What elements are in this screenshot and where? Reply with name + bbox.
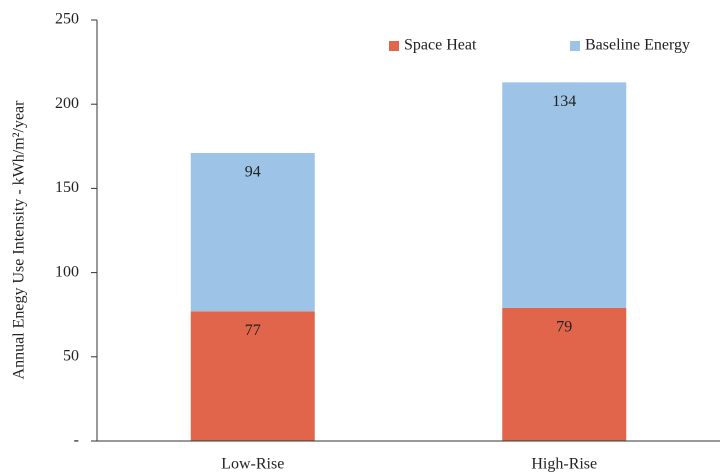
y-tick-label: 150	[55, 179, 79, 196]
x-tick-label: Low-Rise	[221, 456, 284, 473]
y-tick-label: 250	[55, 11, 79, 28]
y-tick-label: 100	[55, 263, 79, 280]
legend-label: Space Heat	[404, 37, 477, 54]
legend-swatch	[389, 41, 399, 51]
legend-swatch	[570, 41, 580, 51]
y-tick-label: -	[74, 432, 79, 449]
data-label: 79	[556, 319, 572, 336]
y-tick-label: 50	[63, 347, 79, 364]
bar-segment	[190, 311, 315, 441]
data-label: 77	[245, 322, 261, 339]
data-label: 134	[552, 93, 576, 110]
bar-segment	[190, 153, 315, 312]
y-axis-label: Annual Enegy Use Intensity - kWh/m²/year	[11, 100, 28, 380]
legend-label: Baseline Energy	[585, 37, 690, 54]
data-label: 94	[245, 164, 261, 181]
bar-segment	[502, 82, 627, 308]
y-tick-label: 200	[55, 95, 79, 112]
bar-segment	[502, 307, 627, 441]
x-tick-label: High-Rise	[531, 456, 597, 473]
